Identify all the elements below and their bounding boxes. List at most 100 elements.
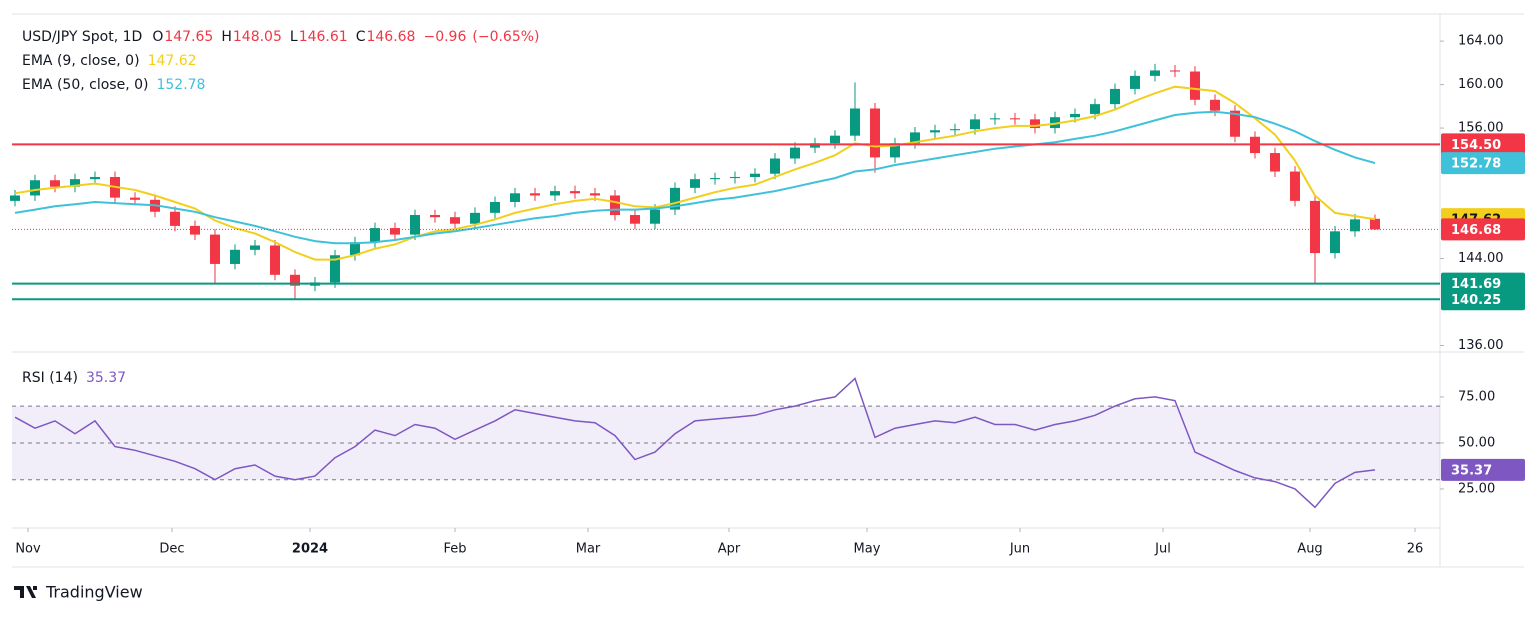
candle-body xyxy=(1190,71,1200,100)
x-tick-label: Jul xyxy=(1154,542,1171,557)
candle-body xyxy=(1070,113,1080,118)
low-value: 146.61 xyxy=(299,29,348,45)
ohlc-prefix: L xyxy=(290,29,298,45)
candle-body xyxy=(490,201,500,213)
candle-body xyxy=(410,215,420,235)
x-tick-label: Aug xyxy=(1297,542,1322,557)
candle-body xyxy=(50,180,60,187)
candle-body xyxy=(1370,218,1380,230)
x-tick-label: Feb xyxy=(443,542,466,557)
candle-body xyxy=(610,195,620,216)
candle-body xyxy=(830,135,840,144)
x-tick-label: Dec xyxy=(159,542,184,557)
candle-body xyxy=(950,129,960,131)
candle-body xyxy=(230,249,240,264)
legend-label: EMA (9, close, 0) xyxy=(22,53,140,69)
candle-body xyxy=(1170,70,1180,72)
candle-body xyxy=(430,215,440,218)
candle-body xyxy=(1350,219,1360,232)
price-badge xyxy=(1441,133,1525,156)
y-tick-label: 144.00 xyxy=(1458,251,1504,266)
ema-line xyxy=(14,110,1376,245)
candle-body xyxy=(570,191,580,194)
candle-body xyxy=(970,119,980,130)
candle-body xyxy=(670,187,680,210)
candle-body xyxy=(550,191,560,196)
rsi-line xyxy=(14,377,1376,509)
high-value: 148.05 xyxy=(233,29,282,45)
y-tick-label: 50.00 xyxy=(1458,435,1495,450)
ema-line xyxy=(14,85,1376,261)
candle-body xyxy=(810,143,820,148)
candle-body xyxy=(90,176,100,180)
candle-body xyxy=(130,197,140,200)
price-badge xyxy=(1441,458,1525,481)
candle-body xyxy=(990,118,1000,120)
legend-label: EMA (50, close, 0) xyxy=(22,77,148,93)
x-tick-label: May xyxy=(854,542,881,557)
candle-body xyxy=(850,108,860,136)
price-badge xyxy=(1441,218,1525,241)
candle-body xyxy=(710,178,720,180)
candle-body xyxy=(1150,70,1160,76)
change-percent: (−0.65%) xyxy=(472,29,539,45)
x-tick-label: Jun xyxy=(1009,542,1030,557)
legend-label: RSI (14) xyxy=(22,370,78,386)
candle-body xyxy=(930,130,940,133)
candle-body xyxy=(270,245,280,275)
candle-body xyxy=(530,193,540,196)
legend-value: 147.62 xyxy=(148,53,197,69)
ohlc-prefix: H xyxy=(221,29,232,45)
price-badge xyxy=(1441,152,1525,175)
candle-body xyxy=(210,234,220,264)
candle-body xyxy=(1030,119,1040,129)
candle-body xyxy=(450,217,460,224)
candle-body xyxy=(750,173,760,177)
price-badge-label: 140.25 xyxy=(1451,293,1501,308)
candle-body xyxy=(390,228,400,235)
pane: 25.00 50.00 75.00 Nov Dec 2024 Feb Mar Apr May Jun… xyxy=(12,377,1495,557)
price-badge-label: 152.78 xyxy=(1451,157,1501,172)
candle-body xyxy=(1310,200,1320,254)
candle-body xyxy=(350,242,360,256)
candle-body xyxy=(590,193,600,196)
open-value: 147.65 xyxy=(164,29,213,45)
y-tick-label: 25.00 xyxy=(1458,481,1495,496)
candle-body xyxy=(1210,99,1220,111)
y-tick-label: 136.00 xyxy=(1458,338,1504,353)
candle-body xyxy=(1110,88,1120,105)
candle-body xyxy=(630,215,640,224)
candle-body xyxy=(890,143,900,158)
candle-body xyxy=(790,147,800,159)
candle-body xyxy=(1230,110,1240,137)
legend-value: 35.37 xyxy=(86,370,126,386)
candle-body xyxy=(1130,75,1140,89)
x-tick-label: Apr xyxy=(718,542,741,557)
ohlc-prefix: C xyxy=(356,29,366,45)
change: −0.96 xyxy=(423,29,466,45)
candle-body xyxy=(690,179,700,188)
candle-body xyxy=(250,245,260,250)
price-badge-label: 35.37 xyxy=(1451,463,1492,478)
price-badge xyxy=(1441,288,1525,311)
logo: TradingView xyxy=(14,583,143,602)
candle-body xyxy=(1270,153,1280,172)
candle-body xyxy=(910,132,920,144)
candle-body xyxy=(290,274,300,286)
logo-text: TradingView xyxy=(45,583,143,602)
y-tick-label: 164.00 xyxy=(1458,34,1504,49)
candle-body xyxy=(1330,231,1340,254)
candle-body xyxy=(510,193,520,202)
price-badge-label: 146.68 xyxy=(1451,223,1501,238)
candle-body xyxy=(770,158,780,174)
pane: 136.00 144.00 156.00 160.00 164.00 xyxy=(10,34,1504,353)
candle-body xyxy=(1090,104,1100,114)
x-tick-label: 26 xyxy=(1407,542,1424,557)
candle-body xyxy=(470,212,480,224)
candle-body xyxy=(370,228,380,243)
x-tick-label: Mar xyxy=(576,542,601,557)
candle-body xyxy=(650,209,660,224)
x-tick-label: Nov xyxy=(15,542,41,557)
